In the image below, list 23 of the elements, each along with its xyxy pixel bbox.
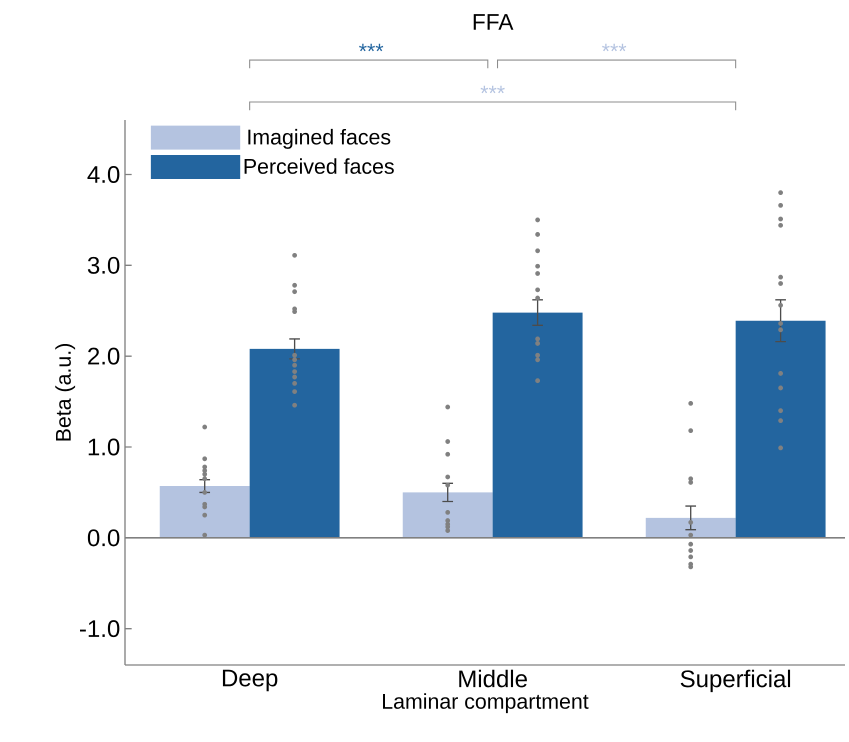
y-tick-label: 1.0 <box>88 438 120 456</box>
legend-label: Imagined faces <box>248 128 390 149</box>
bar <box>160 486 250 538</box>
y-tick-label: -1.0 <box>80 620 120 638</box>
y-axis-title: Beta (a.u.) <box>55 344 76 441</box>
chart-title: FFA <box>474 14 514 30</box>
text: *** <box>602 44 626 52</box>
x-tick-label: Middle <box>459 670 527 688</box>
y-tick-label: 4.0 <box>87 166 120 183</box>
bar <box>646 518 736 538</box>
legend-label: Perceived faces <box>244 158 394 174</box>
x-tick-label: Superficial <box>680 670 790 692</box>
bar <box>736 320 826 538</box>
bar <box>492 312 583 538</box>
bar <box>402 492 493 538</box>
y-tick-label: 3.0 <box>88 256 120 274</box>
bar <box>250 348 340 538</box>
y-tick-label: 2.0 <box>88 348 120 365</box>
y-tick-label: 0.0 <box>88 529 120 546</box>
text: *** <box>480 86 505 94</box>
text: *** <box>359 44 384 52</box>
x-axis-title: Laminar compartment <box>383 693 589 714</box>
x-tick-label: Deep <box>222 670 278 692</box>
